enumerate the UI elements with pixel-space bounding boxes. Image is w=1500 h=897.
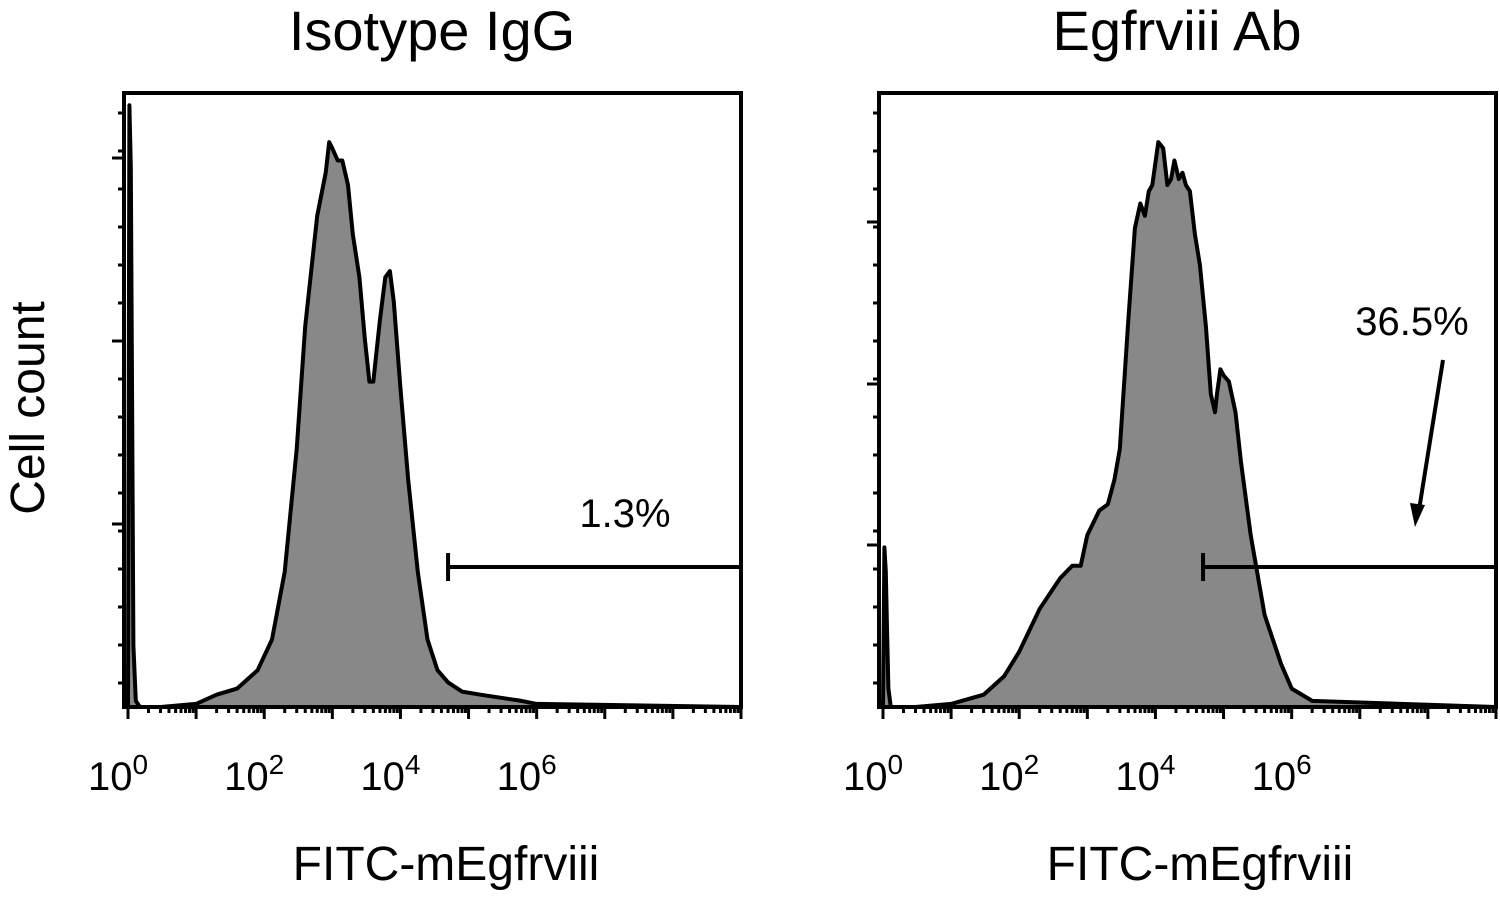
histogram-area [126,103,743,709]
x-tick-labels: 100 102 104 106 [88,749,557,799]
positive-gate [446,553,741,581]
x-axis-label: FITC-mEgfrviii [1047,838,1354,891]
gate-arrow-head [1410,503,1425,527]
gate-percentage-label: 36.5% [1355,300,1468,344]
histogram-area [881,140,1498,709]
panel-egfrviii-ab: Egfrviii Ab 36.5% 100 102 104 106 FITC-mEgf… [843,0,1498,891]
x-axis-label: FITC-mEgfrviii [293,838,600,891]
x-tick-label: 100 [843,749,903,799]
x-tick-label: 102 [224,749,284,799]
panel-title: Egfrviii Ab [1053,0,1302,62]
panel-title: Isotype IgG [289,0,575,62]
gate-percentage-label: 1.3% [579,492,670,536]
plot-frame [877,91,1498,709]
x-tick-label: 106 [497,749,557,799]
x-tick-label: 104 [1115,749,1175,799]
x-tick-labels: 100 102 104 106 [843,749,1312,799]
x-tick-label: 104 [360,749,420,799]
panel-isotype-igg: Isotype IgG 1.3% 100 102 104 106 FITC-mEgfr… [88,0,743,891]
x-tick-label: 106 [1252,749,1312,799]
positive-gate [1201,553,1496,581]
x-tick-label: 102 [979,749,1039,799]
x-tick-label: 100 [88,749,148,799]
plot-frame [122,91,743,709]
y-axis-label: Cell count [2,301,55,514]
gate-arrow-line [1417,359,1445,511]
